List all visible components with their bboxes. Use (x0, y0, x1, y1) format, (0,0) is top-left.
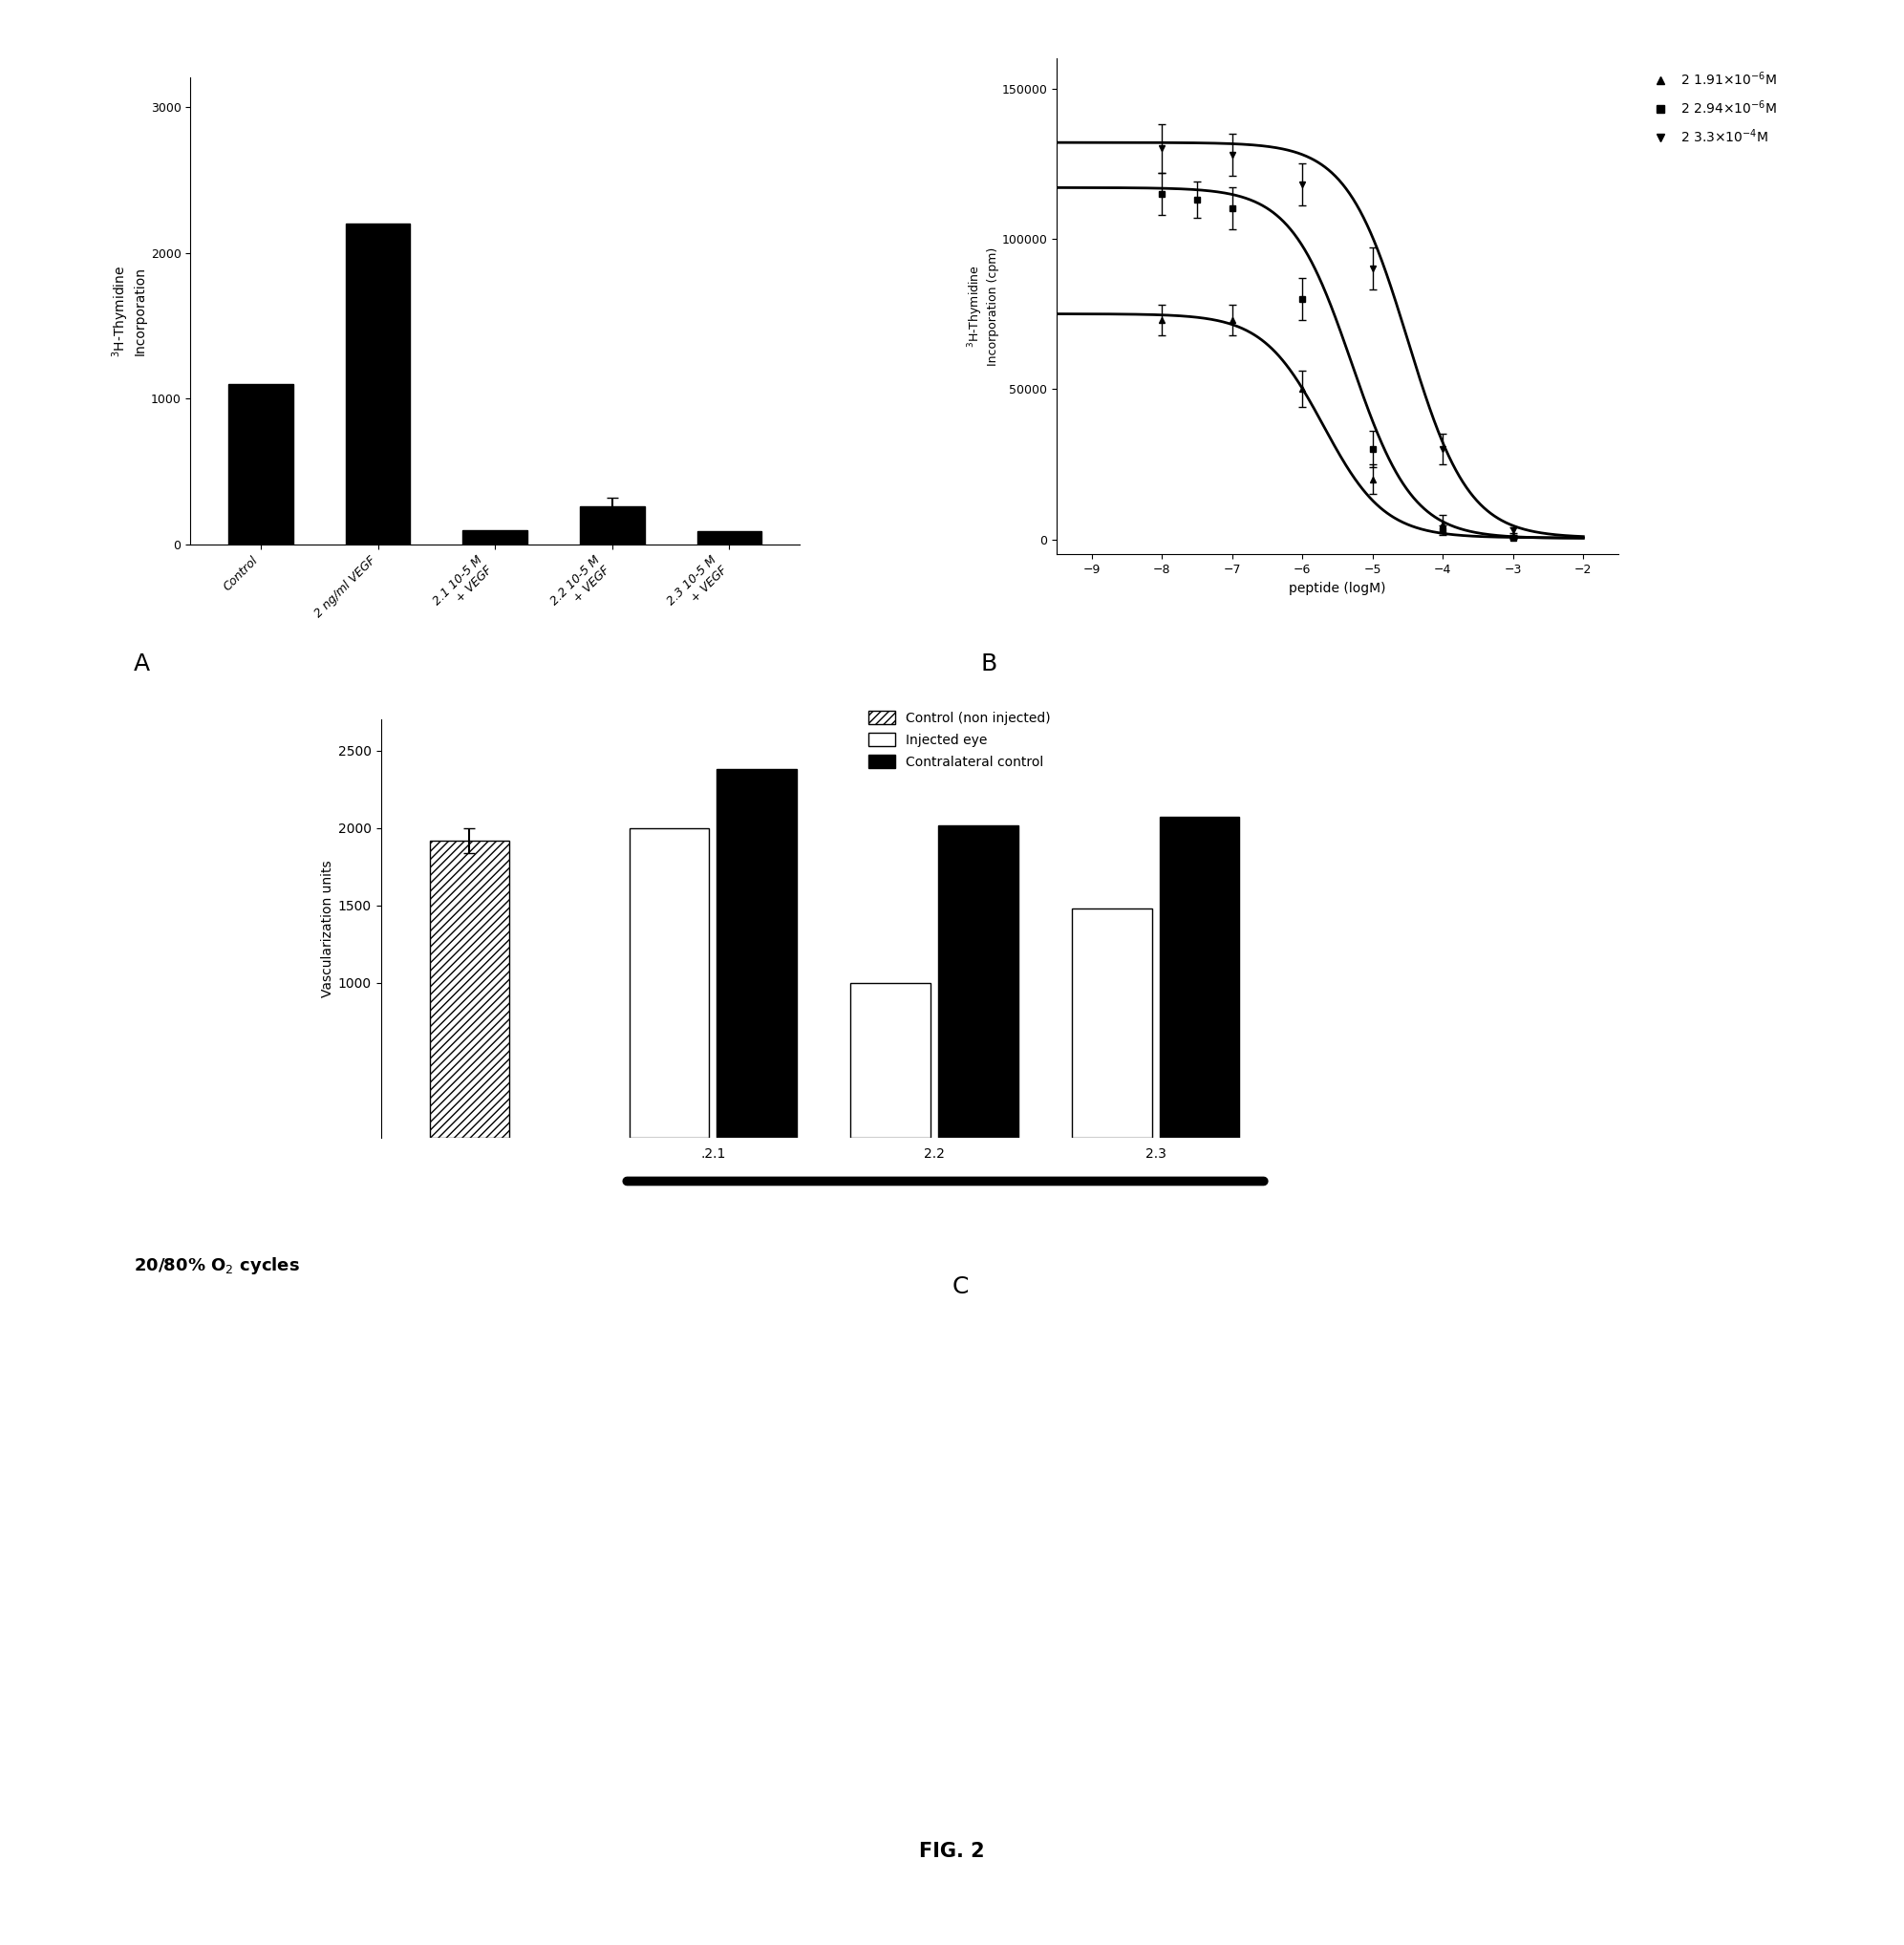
Legend: Control (non injected), Injected eye, Contralateral control: Control (non injected), Injected eye, Co… (863, 706, 1057, 774)
Bar (718, 768, 796, 1138)
Bar (463, 531, 527, 545)
Bar (851, 982, 931, 1138)
Y-axis label: $^3$H-Thymidine
Incorporation (cpm): $^3$H-Thymidine Incorporation (cpm) (965, 247, 1000, 366)
Bar (1160, 817, 1240, 1138)
X-axis label: peptide (logM): peptide (logM) (1289, 582, 1386, 595)
Text: B: B (981, 654, 998, 675)
Bar (228, 385, 293, 545)
Text: A: A (133, 654, 150, 675)
Bar (347, 224, 409, 545)
Bar (581, 508, 644, 545)
Bar (628, 829, 708, 1138)
Text: 20/80% O$_2$ cycles: 20/80% O$_2$ cycles (133, 1255, 299, 1276)
Text: FIG. 2: FIG. 2 (920, 1842, 984, 1861)
Bar (939, 825, 1019, 1138)
Bar (430, 840, 508, 1138)
Bar (1072, 908, 1152, 1138)
Bar (697, 531, 762, 545)
Y-axis label: Vascularization units: Vascularization units (320, 860, 333, 998)
Y-axis label: $^3$H-Thymidine
Incorporation: $^3$H-Thymidine Incorporation (110, 265, 147, 358)
Legend: 2 1.91×10$^{-6}$M, 2 2.94×10$^{-6}$M, 2 3.3×10$^{-4}$M: 2 1.91×10$^{-6}$M, 2 2.94×10$^{-6}$M, 2 … (1641, 64, 1782, 150)
Text: C: C (952, 1276, 969, 1297)
